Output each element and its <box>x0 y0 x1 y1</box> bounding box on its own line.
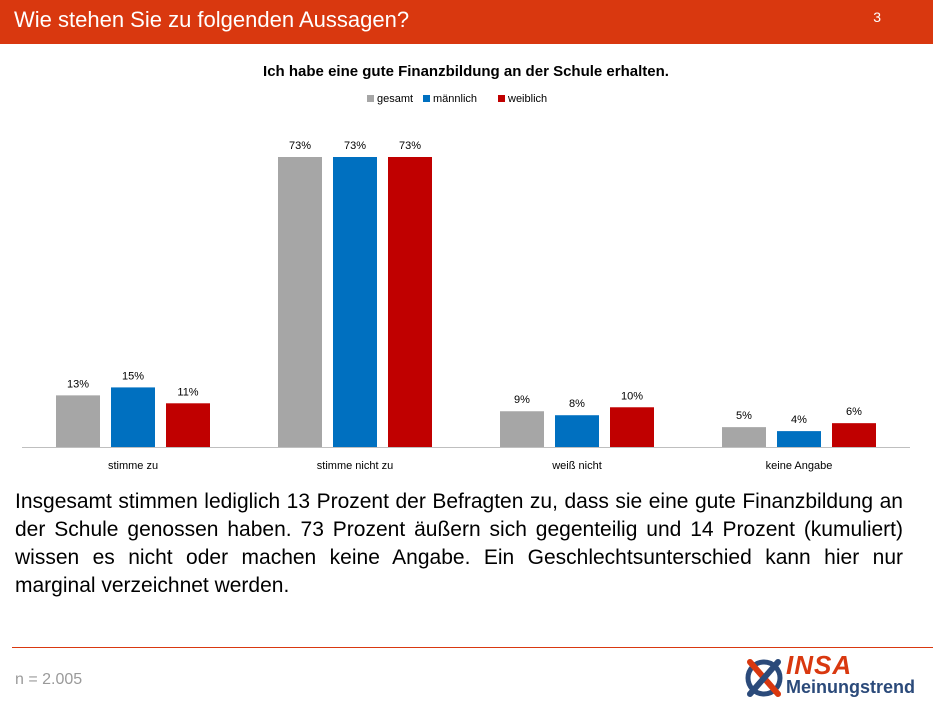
logo-tagline: Meinungstrend <box>786 677 915 697</box>
insa-cross-logo-icon <box>745 659 783 697</box>
page-number: 3 <box>873 9 881 25</box>
bar-chart: Ich habe eine gute Finanzbildung an der … <box>22 63 910 472</box>
data-label: 6% <box>846 406 862 418</box>
summary-text: Insgesamt stimmen lediglich 13 Prozent d… <box>15 490 903 597</box>
bar <box>610 407 654 447</box>
bar <box>388 157 432 447</box>
bar <box>166 403 210 447</box>
bar <box>56 395 100 447</box>
bar <box>278 157 322 447</box>
sample-size: n = 2.005 <box>15 671 83 688</box>
logo-name: INSA <box>786 650 853 680</box>
category-label: weiß nicht <box>551 460 602 472</box>
data-label: 9% <box>514 394 530 406</box>
legend-swatch <box>367 95 374 102</box>
bar <box>333 157 377 447</box>
category-label: stimme nicht zu <box>317 460 393 472</box>
legend-swatch <box>498 95 505 102</box>
bar <box>111 387 155 447</box>
insa-logo: INSA Meinungstrend <box>744 650 930 700</box>
legend-label: männlich <box>433 93 477 105</box>
data-label: 13% <box>67 378 89 390</box>
data-label: 8% <box>569 398 585 410</box>
data-label: 15% <box>122 370 144 382</box>
category-label: stimme zu <box>108 460 158 472</box>
bar <box>722 427 766 447</box>
chart-title: Ich habe eine gute Finanzbildung an der … <box>263 63 669 80</box>
bar <box>500 411 544 447</box>
data-label: 4% <box>791 414 807 426</box>
legend-label: gesamt <box>377 93 413 105</box>
data-label: 11% <box>177 386 198 398</box>
page-title: Wie stehen Sie zu folgenden Aussagen? <box>14 7 410 32</box>
data-label: 73% <box>289 140 311 152</box>
bar <box>832 423 876 447</box>
data-label: 10% <box>621 390 643 402</box>
data-label: 73% <box>399 140 421 152</box>
bar <box>555 415 599 447</box>
legend-label: weiblich <box>507 93 547 105</box>
data-label: 5% <box>736 410 752 422</box>
data-label: 73% <box>344 140 366 152</box>
legend-swatch <box>423 95 430 102</box>
footer-divider <box>12 647 933 648</box>
category-label: keine Angabe <box>766 460 833 472</box>
bar <box>777 431 821 447</box>
header-bar: Wie stehen Sie zu folgenden Aussagen? 3 <box>0 0 933 44</box>
